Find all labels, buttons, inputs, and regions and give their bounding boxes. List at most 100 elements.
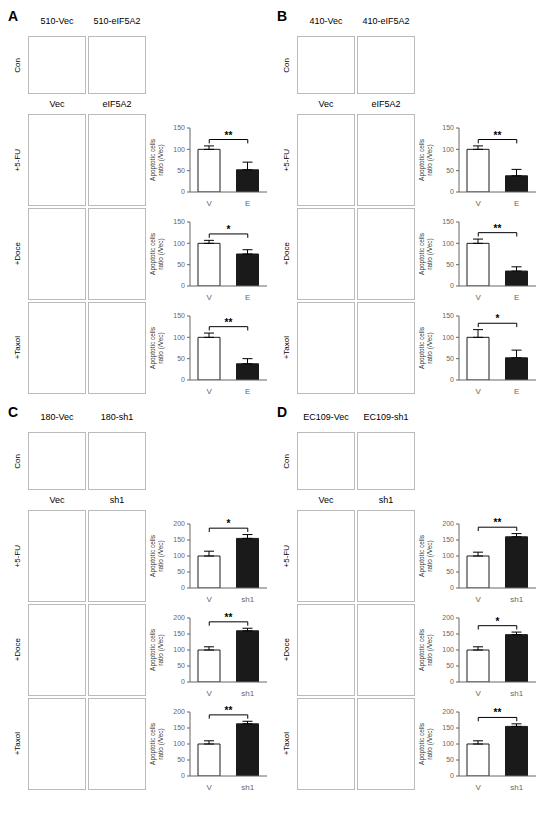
svg-text:100: 100	[173, 646, 185, 653]
svg-text:E: E	[245, 387, 250, 394]
svg-text:0: 0	[450, 772, 454, 779]
svg-text:V: V	[207, 783, 213, 790]
svg-text:**: **	[225, 130, 233, 141]
svg-text:0: 0	[450, 282, 454, 289]
svg-text:V: V	[476, 689, 482, 696]
svg-text:150: 150	[442, 724, 454, 731]
svg-text:150: 150	[173, 724, 185, 731]
svg-text:*: *	[227, 224, 231, 235]
svg-text:V: V	[207, 689, 213, 696]
svg-text:E: E	[514, 293, 519, 300]
svg-text:200: 200	[173, 614, 185, 621]
svg-text:100: 100	[442, 146, 454, 153]
svg-text:50: 50	[177, 261, 185, 268]
svg-text:150: 150	[173, 124, 185, 131]
svg-text:150: 150	[442, 312, 454, 319]
svg-text:100: 100	[173, 740, 185, 747]
svg-text:50: 50	[177, 756, 185, 763]
svg-text:V: V	[476, 387, 482, 394]
svg-text:50: 50	[446, 568, 454, 575]
svg-text:0: 0	[181, 678, 185, 685]
svg-text:E: E	[245, 199, 250, 206]
svg-text:sh1: sh1	[241, 783, 254, 790]
svg-text:*: *	[227, 518, 231, 529]
svg-text:E: E	[514, 387, 519, 394]
svg-text:0: 0	[450, 376, 454, 383]
svg-text:50: 50	[177, 355, 185, 362]
svg-text:V: V	[476, 783, 482, 790]
svg-text:sh1: sh1	[510, 689, 523, 696]
svg-text:V: V	[207, 595, 213, 602]
svg-text:**: **	[225, 705, 233, 716]
svg-text:200: 200	[442, 520, 454, 527]
svg-text:100: 100	[173, 146, 185, 153]
svg-text:100: 100	[442, 240, 454, 247]
svg-text:150: 150	[442, 536, 454, 543]
svg-text:**: **	[494, 517, 502, 528]
svg-text:0: 0	[181, 282, 185, 289]
svg-text:50: 50	[177, 568, 185, 575]
svg-text:0: 0	[181, 188, 185, 195]
svg-text:50: 50	[177, 167, 185, 174]
svg-text:Apoptotic cellsratio (/Vec): Apoptotic cellsratio (/Vec)	[418, 722, 434, 765]
svg-text:*: *	[496, 616, 500, 627]
svg-text:**: **	[494, 707, 502, 718]
svg-text:E: E	[245, 293, 250, 300]
svg-text:50: 50	[446, 355, 454, 362]
svg-text:**: **	[494, 223, 502, 234]
svg-text:150: 150	[442, 218, 454, 225]
svg-text:Apoptotic cellsratio (/Vec): Apoptotic cellsratio (/Vec)	[149, 722, 165, 765]
svg-text:150: 150	[173, 536, 185, 543]
svg-text:50: 50	[446, 167, 454, 174]
svg-text:0: 0	[181, 584, 185, 591]
svg-text:0: 0	[181, 376, 185, 383]
svg-text:V: V	[476, 595, 482, 602]
svg-text:*: *	[496, 313, 500, 324]
svg-text:V: V	[207, 387, 213, 394]
svg-text:Apoptotic cellsratio (/Vec): Apoptotic cellsratio (/Vec)	[149, 232, 165, 275]
svg-text:**: **	[225, 317, 233, 328]
svg-text:Apoptotic cellsratio (/Vec): Apoptotic cellsratio (/Vec)	[418, 534, 434, 577]
svg-text:100: 100	[173, 334, 185, 341]
svg-text:0: 0	[450, 584, 454, 591]
svg-text:**: **	[225, 612, 233, 623]
svg-text:50: 50	[177, 662, 185, 669]
svg-text:Apoptotic cellsratio (/Vec): Apoptotic cellsratio (/Vec)	[418, 628, 434, 671]
svg-text:50: 50	[446, 662, 454, 669]
svg-text:100: 100	[173, 240, 185, 247]
svg-text:0: 0	[450, 678, 454, 685]
svg-text:150: 150	[442, 124, 454, 131]
svg-text:V: V	[476, 293, 482, 300]
svg-text:100: 100	[442, 552, 454, 559]
svg-text:150: 150	[173, 630, 185, 637]
svg-text:sh1: sh1	[510, 783, 523, 790]
svg-text:100: 100	[173, 552, 185, 559]
svg-text:E: E	[514, 199, 519, 206]
svg-text:150: 150	[173, 312, 185, 319]
svg-text:100: 100	[442, 646, 454, 653]
svg-text:50: 50	[446, 756, 454, 763]
svg-text:V: V	[207, 293, 213, 300]
svg-text:**: **	[494, 130, 502, 141]
svg-text:150: 150	[442, 630, 454, 637]
svg-text:Apoptotic cellsratio (/Vec): Apoptotic cellsratio (/Vec)	[149, 138, 165, 181]
svg-text:V: V	[207, 199, 213, 206]
svg-text:Apoptotic cellsratio (/Vec): Apoptotic cellsratio (/Vec)	[418, 138, 434, 181]
svg-text:sh1: sh1	[241, 595, 254, 602]
svg-text:sh1: sh1	[241, 689, 254, 696]
svg-text:Apoptotic cellsratio (/Vec): Apoptotic cellsratio (/Vec)	[418, 326, 434, 369]
svg-text:100: 100	[442, 740, 454, 747]
svg-text:sh1: sh1	[510, 595, 523, 602]
svg-text:150: 150	[173, 218, 185, 225]
svg-text:50: 50	[446, 261, 454, 268]
svg-text:Apoptotic cellsratio (/Vec): Apoptotic cellsratio (/Vec)	[149, 534, 165, 577]
svg-text:Apoptotic cellsratio (/Vec): Apoptotic cellsratio (/Vec)	[149, 326, 165, 369]
svg-text:200: 200	[173, 708, 185, 715]
svg-text:V: V	[476, 199, 482, 206]
svg-text:0: 0	[450, 188, 454, 195]
svg-text:Apoptotic cellsratio (/Vec): Apoptotic cellsratio (/Vec)	[149, 628, 165, 671]
svg-text:200: 200	[173, 520, 185, 527]
svg-text:0: 0	[181, 772, 185, 779]
svg-text:200: 200	[442, 614, 454, 621]
svg-text:200: 200	[442, 708, 454, 715]
